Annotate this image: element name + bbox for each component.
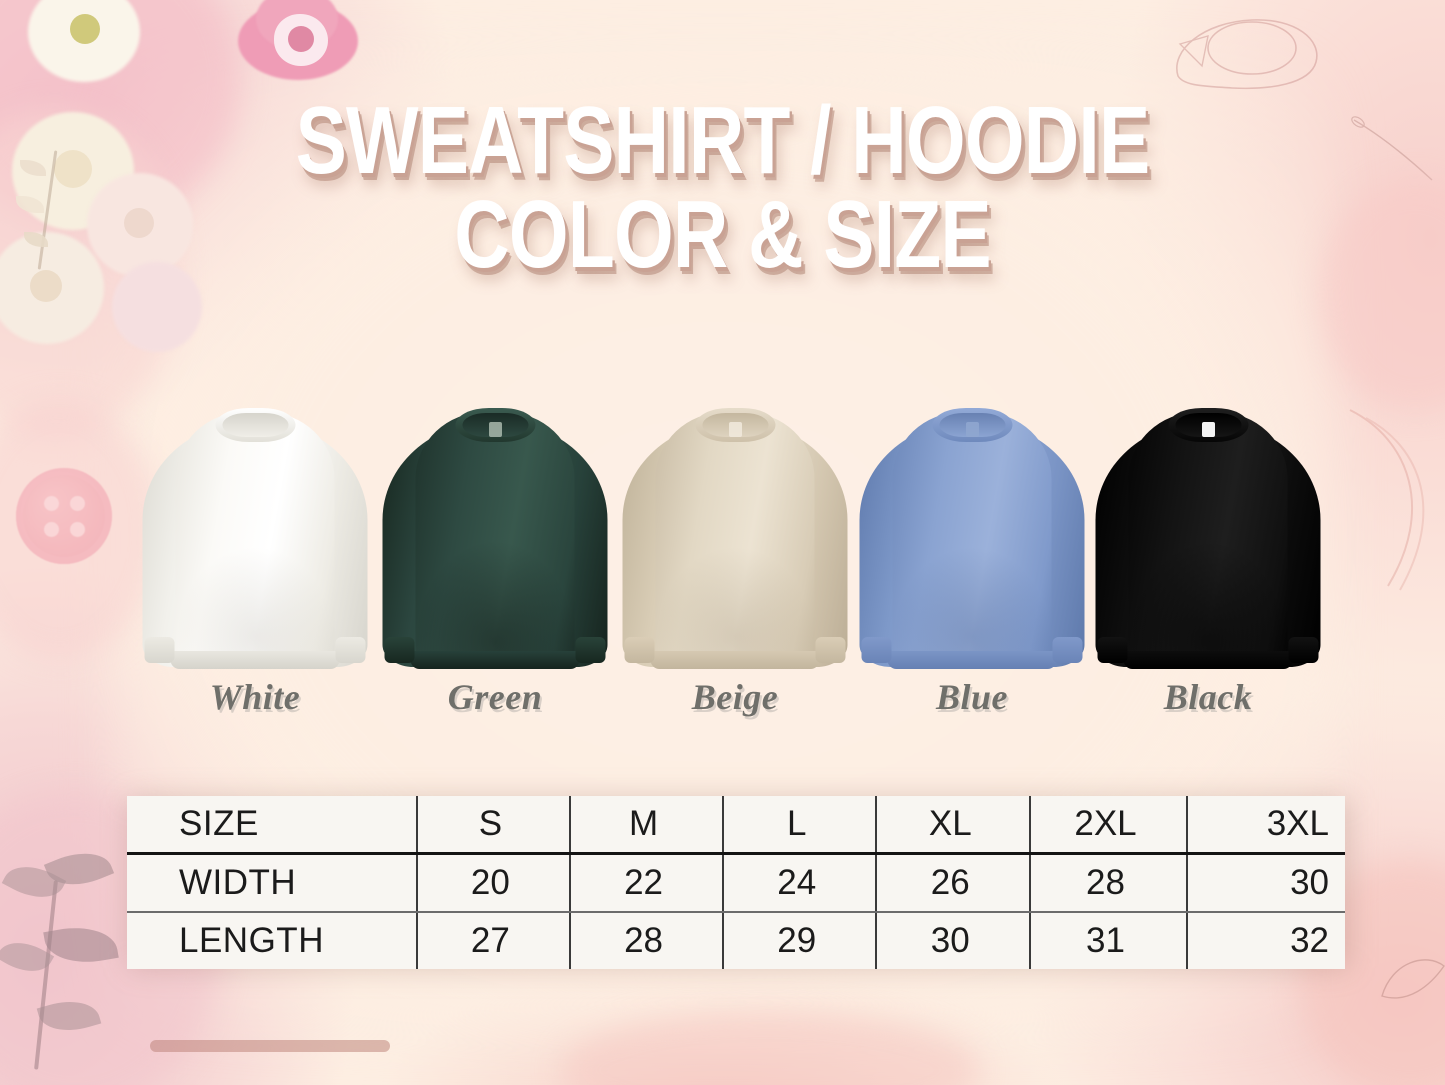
cell-length-s: 27 bbox=[415, 912, 570, 969]
torso bbox=[415, 412, 575, 667]
table-row-size: SIZE S M L XL 2XL 3XL bbox=[127, 796, 1345, 855]
product-label-white: White bbox=[209, 677, 301, 717]
cell-size-xl: XL bbox=[875, 796, 1031, 855]
cell-size-l: L bbox=[722, 796, 877, 855]
neck-tag bbox=[965, 422, 979, 437]
cuff-right bbox=[1288, 637, 1319, 663]
cell-size-m: M bbox=[568, 796, 724, 855]
collar-inner bbox=[222, 413, 288, 437]
cell-width-l: 24 bbox=[722, 853, 877, 913]
product-item-green[interactable]: Green bbox=[375, 404, 615, 717]
row-header-width: WIDTH bbox=[127, 853, 417, 913]
cuff-right bbox=[1052, 637, 1083, 663]
table-row-width: WIDTH 20 22 24 26 28 30 bbox=[127, 853, 1345, 913]
product-label-green: Green bbox=[447, 677, 543, 717]
table-row-length: LENGTH 27 28 29 30 31 32 bbox=[127, 912, 1345, 969]
product-color-gallery: White Green Beige bbox=[0, 404, 1445, 717]
sweatshirt-graphic-black bbox=[1095, 404, 1321, 669]
watercolor-blob-left-mid bbox=[0, 400, 160, 660]
product-item-black[interactable]: Black bbox=[1088, 404, 1328, 717]
torso bbox=[892, 412, 1052, 667]
thread-swirl-outline-icon bbox=[1349, 409, 1425, 591]
neck-tag bbox=[1201, 422, 1215, 437]
cuff-left bbox=[1097, 637, 1128, 663]
cell-length-xl: 30 bbox=[875, 912, 1031, 969]
hem bbox=[650, 651, 820, 669]
torso bbox=[175, 412, 335, 667]
cuff-left bbox=[384, 637, 415, 663]
cuff-left bbox=[144, 637, 175, 663]
sweatshirt-graphic-white bbox=[142, 404, 368, 669]
product-item-blue[interactable]: Blue bbox=[852, 404, 1092, 717]
neck-tag bbox=[488, 422, 502, 437]
cell-width-2xl: 28 bbox=[1029, 853, 1187, 913]
needle-outline-icon bbox=[1351, 116, 1433, 181]
cell-length-3xl: 32 bbox=[1185, 912, 1345, 969]
cell-width-3xl: 30 bbox=[1185, 853, 1345, 913]
cuff-left bbox=[861, 637, 892, 663]
sweatshirt-graphic-beige bbox=[622, 404, 848, 669]
hem bbox=[170, 651, 340, 669]
cell-length-2xl: 31 bbox=[1029, 912, 1187, 969]
product-item-beige[interactable]: Beige bbox=[615, 404, 855, 717]
cell-size-s: S bbox=[415, 796, 570, 855]
petal-outline-icon bbox=[1381, 959, 1445, 999]
cell-width-m: 22 bbox=[568, 853, 724, 913]
row-header-size: SIZE bbox=[127, 796, 417, 855]
cell-length-m: 28 bbox=[568, 912, 724, 969]
product-label-beige: Beige bbox=[691, 677, 779, 717]
cell-width-s: 20 bbox=[415, 853, 570, 913]
cell-width-xl: 26 bbox=[875, 853, 1031, 913]
cell-size-3xl: 3XL bbox=[1185, 796, 1345, 855]
cuff-right bbox=[575, 637, 606, 663]
torso bbox=[1128, 412, 1288, 667]
cuff-right bbox=[815, 637, 846, 663]
hem bbox=[887, 651, 1057, 669]
torso bbox=[655, 412, 815, 667]
cell-size-2xl: 2XL bbox=[1029, 796, 1187, 855]
cuff-left bbox=[624, 637, 655, 663]
row-header-length: LENGTH bbox=[127, 912, 417, 969]
hem bbox=[1123, 651, 1293, 669]
neck-tag bbox=[728, 422, 742, 437]
product-item-white[interactable]: White bbox=[135, 404, 375, 717]
hem bbox=[410, 651, 580, 669]
cuff-right bbox=[335, 637, 366, 663]
sewing-tool-outline-icon bbox=[1176, 19, 1318, 90]
size-table: SIZE S M L XL 2XL 3XL WIDTH 20 22 24 26 … bbox=[127, 796, 1345, 969]
product-label-black: Black bbox=[1163, 677, 1253, 717]
cell-length-l: 29 bbox=[722, 912, 877, 969]
sweatshirt-graphic-blue bbox=[859, 404, 1085, 669]
sweatshirt-graphic-green bbox=[382, 404, 608, 669]
product-label-blue: Blue bbox=[935, 677, 1008, 717]
